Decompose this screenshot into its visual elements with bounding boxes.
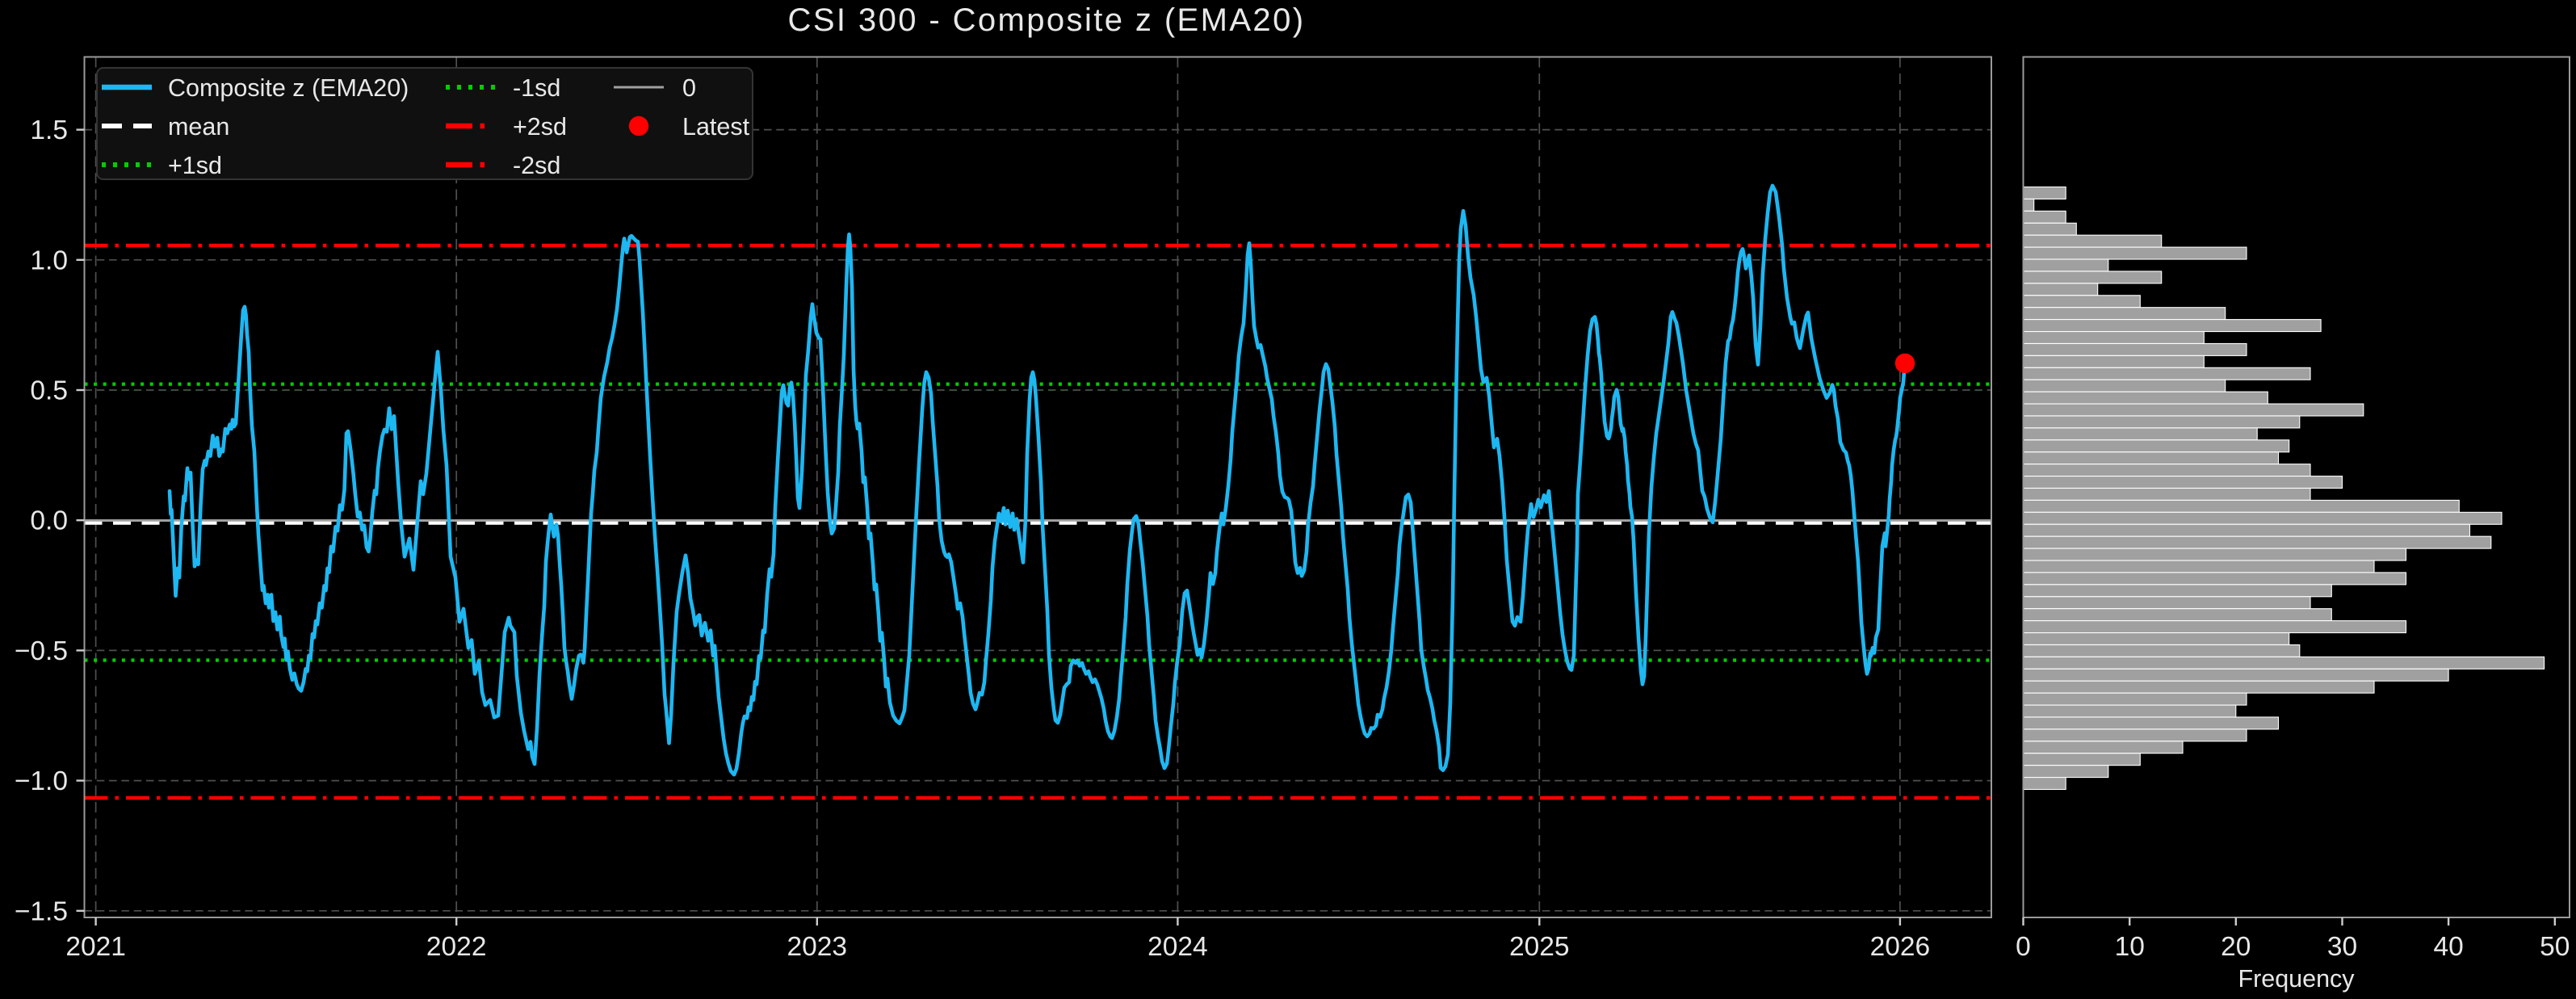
svg-text:1.5: 1.5	[30, 115, 68, 145]
svg-text:+2sd: +2sd	[513, 113, 567, 141]
svg-text:0.5: 0.5	[30, 376, 68, 406]
svg-text:−0.5: −0.5	[15, 636, 68, 666]
svg-text:−1.5: −1.5	[15, 896, 68, 926]
svg-text:2025: 2025	[1509, 932, 1570, 962]
svg-text:−1.0: −1.0	[15, 766, 68, 796]
svg-text:10: 10	[2115, 932, 2145, 962]
svg-text:mean: mean	[168, 113, 229, 141]
svg-text:40: 40	[2433, 932, 2463, 962]
svg-text:2021: 2021	[65, 932, 126, 962]
svg-text:0.0: 0.0	[30, 506, 68, 536]
svg-text:-1sd: -1sd	[513, 74, 560, 102]
svg-text:30: 30	[2327, 932, 2357, 962]
svg-text:Frequency: Frequency	[2238, 965, 2355, 993]
svg-text:0: 0	[2016, 932, 2031, 962]
svg-text:CSI 300 - Composite z (EMA20): CSI 300 - Composite z (EMA20)	[788, 2, 1306, 38]
svg-text:2022: 2022	[426, 932, 487, 962]
svg-text:50: 50	[2540, 932, 2570, 962]
svg-text:2026: 2026	[1870, 932, 1931, 962]
svg-text:0: 0	[682, 74, 696, 102]
svg-text:+1sd: +1sd	[168, 152, 222, 179]
svg-text:Latest: Latest	[682, 113, 750, 141]
svg-text:2024: 2024	[1147, 932, 1208, 962]
svg-text:2023: 2023	[787, 932, 848, 962]
svg-text:1.0: 1.0	[30, 246, 68, 275]
svg-text:Composite z (EMA20): Composite z (EMA20)	[168, 74, 409, 102]
svg-text:-2sd: -2sd	[513, 152, 560, 179]
svg-text:20: 20	[2221, 932, 2251, 962]
